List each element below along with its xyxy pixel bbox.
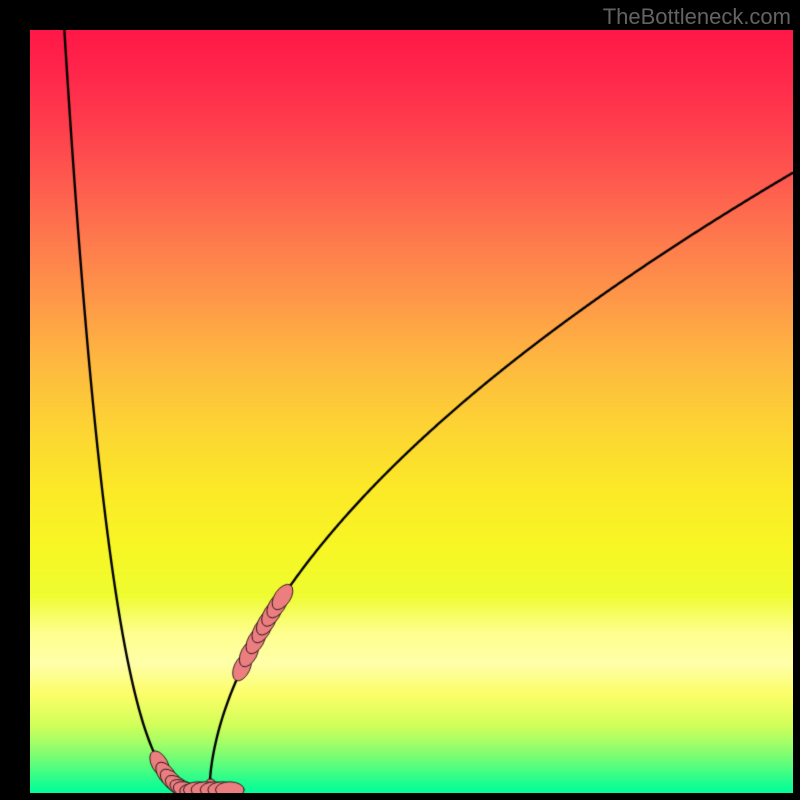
plot-area	[30, 30, 793, 793]
watermark-text: TheBottleneck.com	[603, 4, 791, 30]
bottleneck-curve	[30, 30, 793, 793]
chart-frame: TheBottleneck.com	[0, 0, 800, 800]
